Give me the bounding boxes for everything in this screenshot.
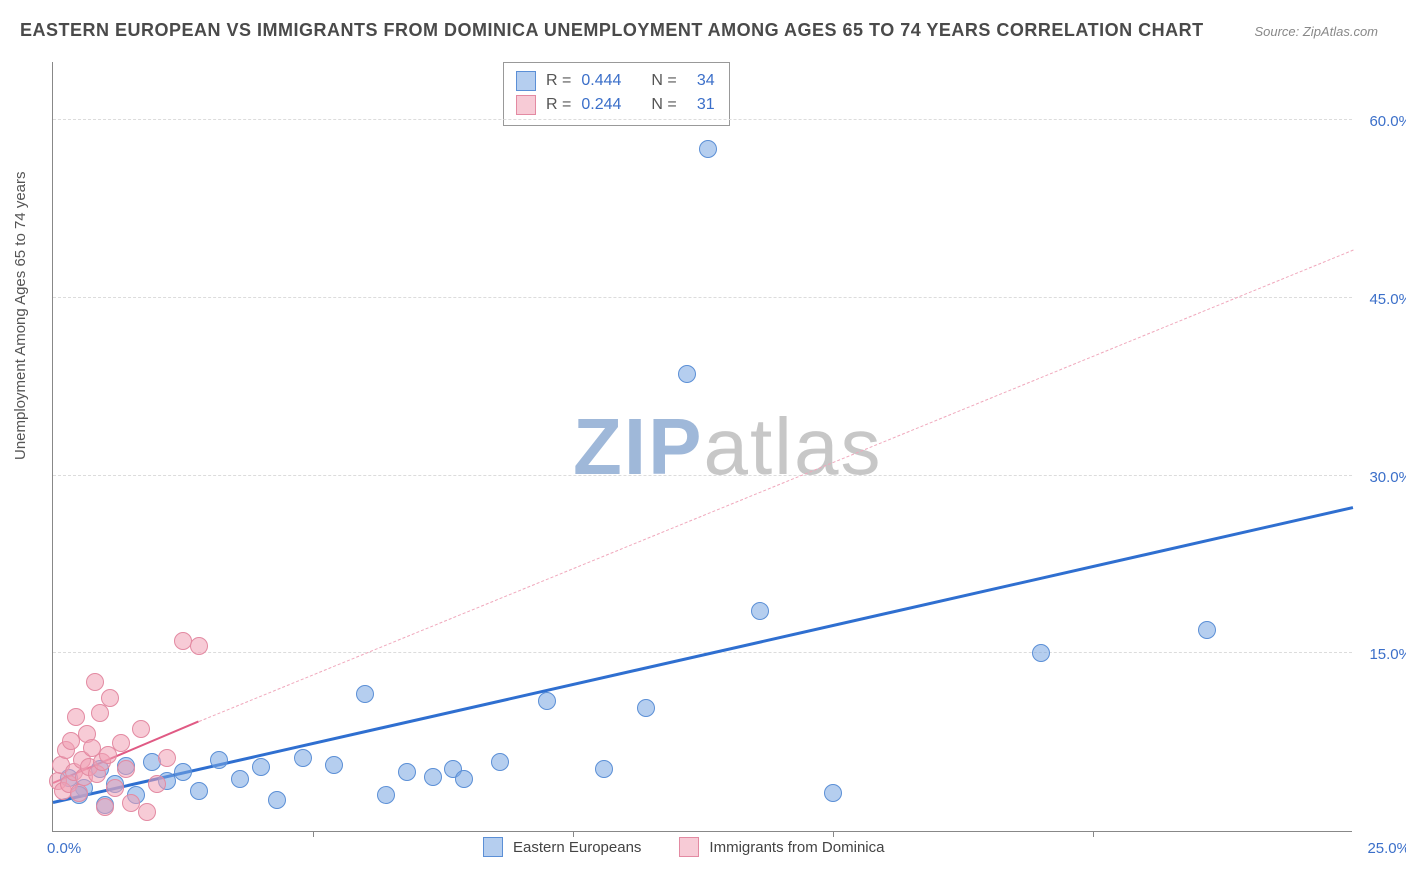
stats-r-value: 0.244 — [581, 93, 633, 117]
stats-row: R = 0.444 N = 34 — [516, 69, 715, 93]
data-point — [252, 758, 270, 776]
data-point — [751, 602, 769, 620]
data-point — [117, 760, 135, 778]
data-point — [1032, 644, 1050, 662]
source-label: Source: ZipAtlas.com — [1254, 24, 1378, 39]
data-point — [538, 692, 556, 710]
data-point — [158, 749, 176, 767]
stats-r-value: 0.444 — [581, 69, 633, 93]
data-point — [678, 365, 696, 383]
plot-area: ZIPatlas R =0.444N =34R =0.244N =31 15.0… — [52, 62, 1352, 832]
data-point — [132, 720, 150, 738]
trend-line — [198, 250, 1353, 722]
data-point — [148, 775, 166, 793]
legend-label: Eastern Europeans — [513, 839, 641, 856]
legend-label: Immigrants from Dominica — [709, 839, 884, 856]
stats-n-value: 31 — [687, 93, 715, 117]
x-tick-label: 0.0% — [47, 840, 81, 857]
data-point — [699, 140, 717, 158]
series-swatch-icon — [516, 71, 536, 91]
data-point — [377, 786, 395, 804]
data-point — [86, 673, 104, 691]
data-point — [174, 763, 192, 781]
data-point — [112, 734, 130, 752]
data-point — [491, 753, 509, 771]
watermark: ZIPatlas — [573, 401, 882, 493]
x-tick-mark — [313, 831, 314, 837]
data-point — [67, 708, 85, 726]
stats-n-label: N = — [651, 69, 676, 93]
data-point — [210, 751, 228, 769]
gridline-h — [53, 297, 1352, 298]
data-point — [106, 779, 124, 797]
trend-line — [53, 506, 1354, 804]
chart-title: EASTERN EUROPEAN VS IMMIGRANTS FROM DOMI… — [20, 20, 1204, 41]
y-tick-label: 45.0% — [1356, 291, 1406, 308]
data-point — [455, 770, 473, 788]
stats-r-label: R = — [546, 69, 571, 93]
data-point — [190, 782, 208, 800]
data-point — [1198, 621, 1216, 639]
x-tick-label: 25.0% — [1367, 840, 1406, 857]
data-point — [595, 760, 613, 778]
data-point — [824, 784, 842, 802]
data-point — [325, 756, 343, 774]
gridline-h — [53, 475, 1352, 476]
x-tick-mark — [1093, 831, 1094, 837]
data-point — [96, 798, 114, 816]
data-point — [138, 803, 156, 821]
stats-row: R = 0.244 N = 31 — [516, 93, 715, 117]
data-point — [231, 770, 249, 788]
gridline-h — [53, 119, 1352, 120]
y-tick-label: 30.0% — [1356, 469, 1406, 486]
legend-swatch-icon — [483, 837, 503, 857]
data-point — [398, 763, 416, 781]
data-point — [637, 699, 655, 717]
y-axis-label: Unemployment Among Ages 65 to 74 years — [12, 171, 29, 460]
bottom-legend: Eastern Europeans Immigrants from Dominic… — [483, 837, 912, 857]
data-point — [101, 689, 119, 707]
legend-swatch-icon — [679, 837, 699, 857]
y-tick-label: 60.0% — [1356, 113, 1406, 130]
data-point — [190, 637, 208, 655]
stats-r-label: R = — [546, 93, 571, 117]
series-swatch-icon — [516, 95, 536, 115]
data-point — [268, 791, 286, 809]
data-point — [294, 749, 312, 767]
stats-n-label: N = — [651, 93, 676, 117]
watermark-part1: ZIP — [573, 402, 703, 491]
stats-box: R = 0.444 N = 34 R = 0.244 N = 31 — [503, 62, 730, 126]
data-point — [424, 768, 442, 786]
data-point — [70, 784, 88, 802]
y-tick-label: 15.0% — [1356, 646, 1406, 663]
data-point — [356, 685, 374, 703]
stats-n-value: 34 — [687, 69, 715, 93]
